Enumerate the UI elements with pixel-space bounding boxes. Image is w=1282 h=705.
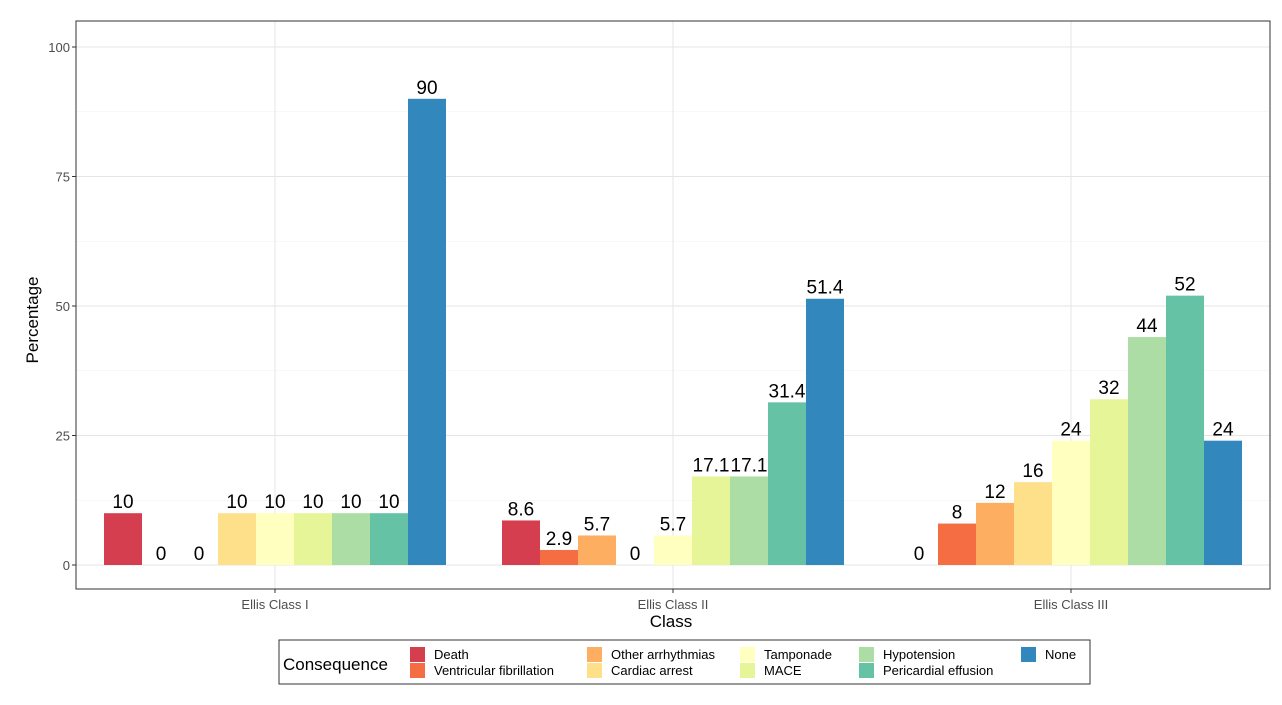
- bar: [1166, 295, 1204, 565]
- legend-swatch: [587, 663, 602, 678]
- bar: [294, 513, 332, 565]
- data-label: 51.4: [807, 278, 844, 299]
- bar: [692, 476, 730, 565]
- bar: [1052, 440, 1090, 565]
- bar: [370, 513, 408, 565]
- bar: [730, 476, 768, 565]
- data-label: 10: [112, 492, 133, 513]
- legend-label: Ventricular fibrillation: [434, 663, 554, 678]
- legend-label: MACE: [764, 663, 802, 678]
- x-tick-label: Ellis Class I: [241, 597, 308, 612]
- bar: [256, 513, 294, 565]
- y-tick-label: 25: [56, 429, 70, 444]
- bar: [408, 98, 446, 566]
- data-label: 2.9: [546, 529, 572, 550]
- bar: [1014, 482, 1052, 565]
- legend-swatch: [859, 663, 874, 678]
- data-label: 44: [1136, 316, 1158, 337]
- y-tick-label: 50: [56, 299, 70, 314]
- bar: [218, 513, 256, 565]
- data-label: 0: [194, 544, 205, 565]
- bar: [654, 535, 692, 565]
- data-label: 8: [952, 503, 963, 524]
- legend-swatch: [410, 647, 425, 662]
- y-axis-title: Percentage: [23, 277, 42, 364]
- data-label: 12: [984, 482, 1005, 503]
- data-label: 17.1: [693, 455, 730, 476]
- data-label: 5.7: [584, 514, 610, 535]
- x-tick-label: Ellis Class III: [1034, 597, 1108, 612]
- legend-swatch: [410, 663, 425, 678]
- legend-label: Pericardial effusion: [883, 663, 993, 678]
- legend-label: Other arrhythmias: [611, 647, 716, 662]
- data-label: 90: [416, 78, 437, 99]
- data-label: 32: [1098, 378, 1119, 399]
- data-label: 10: [378, 492, 399, 513]
- legend-swatch: [859, 647, 874, 662]
- legend-swatch: [587, 647, 602, 662]
- legend-title: Consequence: [283, 655, 388, 674]
- data-label: 0: [630, 544, 641, 565]
- bar: [540, 549, 578, 565]
- data-label: 0: [914, 544, 925, 565]
- legend-label: Hypotension: [883, 647, 955, 662]
- data-labels-layer: 10 8.6 0 0 2.9 8 0 5.7 12 10 0 16 10 5.7 24 10 17.1 32 10 1…: [112, 78, 1234, 565]
- data-label: 24: [1060, 420, 1082, 441]
- bar: [938, 523, 976, 565]
- legend-label: Death: [434, 647, 469, 662]
- bar: [332, 513, 370, 565]
- data-label: 24: [1212, 420, 1234, 441]
- bar: [976, 502, 1014, 565]
- x-axis-title: Class: [650, 612, 693, 631]
- data-label: 31.4: [769, 381, 806, 402]
- data-label: 8.6: [508, 499, 534, 520]
- bar: [768, 402, 806, 565]
- legend-swatch: [740, 647, 755, 662]
- data-label: 17.1: [731, 455, 768, 476]
- y-tick-label: 100: [48, 40, 70, 55]
- plot-panel-border: [75, 20, 1271, 590]
- y-tick-label: 75: [56, 170, 70, 185]
- data-label: 16: [1022, 461, 1043, 482]
- data-label: 52: [1174, 275, 1195, 296]
- legend-label: Cardiac arrest: [611, 663, 693, 678]
- legend-swatch: [740, 663, 755, 678]
- bar: [502, 520, 540, 565]
- bar: [1090, 399, 1128, 565]
- y-tick-label: 0: [63, 558, 70, 573]
- data-label: 0: [156, 544, 167, 565]
- data-label: 10: [264, 492, 285, 513]
- bar: [578, 535, 616, 565]
- bars-layer: [104, 98, 1242, 566]
- legend-label: Tamponade: [764, 647, 832, 662]
- bar: [1128, 337, 1166, 565]
- data-label: 10: [302, 492, 323, 513]
- bar: [1204, 440, 1242, 565]
- data-label: 10: [226, 492, 247, 513]
- legend-swatch: [1021, 647, 1036, 662]
- x-tick-label: Ellis Class II: [638, 597, 709, 612]
- data-label: 10: [340, 492, 361, 513]
- bar: [104, 513, 142, 565]
- legend-label: None: [1045, 647, 1076, 662]
- bar: [806, 298, 844, 565]
- data-label: 5.7: [660, 514, 686, 535]
